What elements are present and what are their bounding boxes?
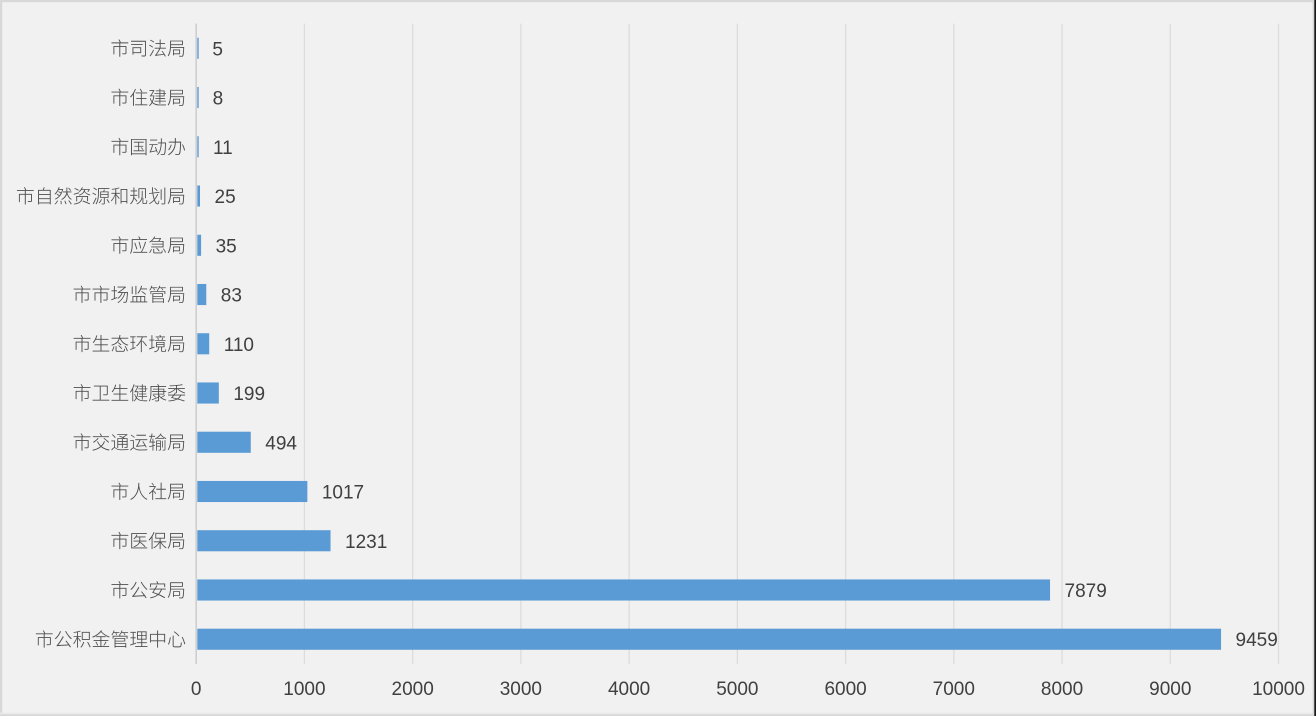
svg-text:11: 11 bbox=[213, 138, 233, 159]
svg-text:9000: 9000 bbox=[1149, 679, 1191, 700]
svg-text:7000: 7000 bbox=[933, 679, 975, 700]
svg-text:1231: 1231 bbox=[345, 532, 387, 553]
svg-text:8: 8 bbox=[213, 89, 224, 110]
svg-text:5000: 5000 bbox=[716, 679, 758, 700]
svg-text:9459: 9459 bbox=[1236, 630, 1278, 651]
svg-text:25: 25 bbox=[215, 187, 236, 208]
svg-text:8000: 8000 bbox=[1041, 679, 1083, 700]
svg-text:6000: 6000 bbox=[824, 679, 866, 700]
svg-text:1017: 1017 bbox=[322, 483, 364, 504]
svg-text:494: 494 bbox=[265, 433, 297, 454]
svg-text:7879: 7879 bbox=[1065, 581, 1107, 602]
svg-text:3000: 3000 bbox=[500, 679, 542, 700]
svg-text:5: 5 bbox=[212, 39, 223, 60]
svg-text:0: 0 bbox=[191, 679, 202, 700]
svg-text:35: 35 bbox=[216, 236, 237, 257]
svg-text:199: 199 bbox=[233, 384, 265, 405]
svg-text:110: 110 bbox=[224, 335, 254, 356]
svg-text:83: 83 bbox=[221, 286, 242, 307]
svg-text:2000: 2000 bbox=[392, 679, 434, 700]
svg-text:10000: 10000 bbox=[1252, 679, 1305, 700]
svg-text:1000: 1000 bbox=[283, 679, 325, 700]
svg-text:4000: 4000 bbox=[608, 679, 650, 700]
